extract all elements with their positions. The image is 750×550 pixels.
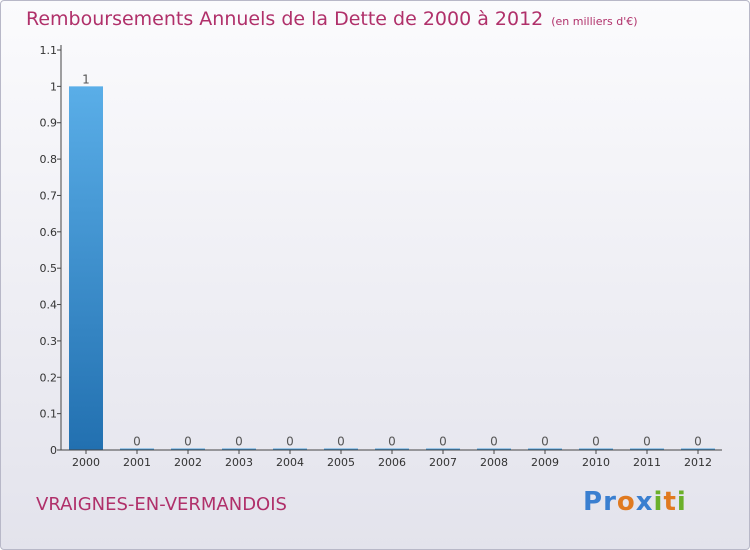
y-tick-label-0.2: 0.2 bbox=[40, 371, 58, 384]
y-tick-label-0.8: 0.8 bbox=[40, 153, 58, 166]
logo-letter: o bbox=[616, 487, 636, 517]
labels-group: 1 2000 0 2001 0 2002 0 2003 0 2004 0 2005 0 2006 0 2007… bbox=[40, 44, 713, 469]
x-tick-label-2011: 2011 bbox=[633, 456, 661, 469]
y-tick-label-1: 1 bbox=[50, 80, 57, 93]
bar-2000 bbox=[69, 86, 103, 450]
logo-letter: P bbox=[583, 487, 604, 517]
x-tick-label-2007: 2007 bbox=[429, 456, 457, 469]
value-label-2009: 0 bbox=[541, 435, 549, 449]
value-label-2002: 0 bbox=[184, 435, 192, 449]
bar-2011 bbox=[630, 448, 664, 450]
value-label-2003: 0 bbox=[235, 435, 243, 449]
proxiti-logo: Proxiti bbox=[583, 487, 687, 517]
value-label-2008: 0 bbox=[490, 435, 498, 449]
bar-2005 bbox=[324, 448, 358, 450]
value-label-2010: 0 bbox=[592, 435, 600, 449]
axes-group bbox=[57, 45, 722, 454]
value-label-2012: 0 bbox=[694, 435, 702, 449]
x-tick-label-2006: 2006 bbox=[378, 456, 406, 469]
value-label-2011: 0 bbox=[643, 435, 651, 449]
x-tick-label-2004: 2004 bbox=[276, 456, 304, 469]
y-tick-label-1.1: 1.1 bbox=[40, 44, 58, 57]
bar-2002 bbox=[171, 448, 205, 450]
y-tick-label-0.9: 0.9 bbox=[40, 117, 58, 130]
logo-letter: t bbox=[663, 487, 677, 517]
y-tick-label-0.3: 0.3 bbox=[40, 335, 58, 348]
logo-letter: i bbox=[676, 487, 687, 517]
y-tick-label-0.6: 0.6 bbox=[40, 226, 58, 239]
bar-2004 bbox=[273, 448, 307, 450]
bars-group bbox=[69, 86, 715, 450]
y-tick-label-0.5: 0.5 bbox=[40, 262, 58, 275]
chart-unit-label: (en milliers d'€) bbox=[551, 15, 638, 28]
value-label-2001: 0 bbox=[133, 435, 141, 449]
y-tick-label-0.4: 0.4 bbox=[40, 299, 58, 312]
bar-2006 bbox=[375, 448, 409, 450]
y-tick-label-0.7: 0.7 bbox=[40, 189, 58, 202]
bar-2001 bbox=[120, 448, 154, 450]
bar-2007 bbox=[426, 448, 460, 450]
x-tick-label-2010: 2010 bbox=[582, 456, 610, 469]
value-label-2000: 1 bbox=[82, 72, 90, 86]
x-tick-label-2002: 2002 bbox=[174, 456, 202, 469]
logo-letter: r bbox=[603, 487, 617, 517]
bar-2009 bbox=[528, 448, 562, 450]
bar-2008 bbox=[477, 448, 511, 450]
x-tick-label-2009: 2009 bbox=[531, 456, 559, 469]
bar-2012 bbox=[681, 448, 715, 450]
x-tick-label-2000: 2000 bbox=[72, 456, 100, 469]
y-tick-label-0: 0 bbox=[50, 444, 57, 457]
logo-letter: x bbox=[635, 487, 654, 517]
x-tick-label-2001: 2001 bbox=[123, 456, 151, 469]
x-tick-label-2012: 2012 bbox=[684, 456, 712, 469]
value-label-2005: 0 bbox=[337, 435, 345, 449]
chart-title-text: Remboursements Annuels de la Dette de 20… bbox=[26, 8, 544, 30]
commune-name: VRAIGNES-EN-VERMANDOIS bbox=[36, 494, 287, 515]
bar-2003 bbox=[222, 448, 256, 450]
value-label-2004: 0 bbox=[286, 435, 294, 449]
bar-2010 bbox=[579, 448, 613, 450]
y-tick-label-0.1: 0.1 bbox=[40, 408, 58, 421]
value-label-2007: 0 bbox=[439, 435, 447, 449]
x-tick-label-2005: 2005 bbox=[327, 456, 355, 469]
value-label-2006: 0 bbox=[388, 435, 396, 449]
x-tick-label-2008: 2008 bbox=[480, 456, 508, 469]
x-tick-label-2003: 2003 bbox=[225, 456, 253, 469]
logo-letter: i bbox=[653, 487, 664, 517]
chart-title: Remboursements Annuels de la Dette de 20… bbox=[26, 8, 638, 30]
